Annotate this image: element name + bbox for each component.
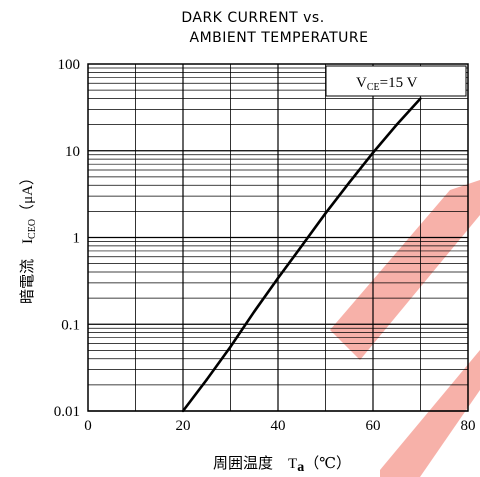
x-axis-label-main: 周囲温度 T [213, 455, 297, 472]
y-tick-label: 0.1 [61, 317, 80, 333]
watermark [330, 180, 480, 477]
plot-frame [87, 63, 469, 412]
data-point [348, 181, 351, 184]
x-axis-label-unit: （℃） [304, 455, 351, 472]
data-point [181, 409, 185, 413]
x-axis-label-sub: a [297, 460, 304, 475]
watermark-stripe [330, 180, 480, 360]
x-tick-label: 20 [176, 418, 191, 434]
data-point [253, 310, 256, 313]
y-tick-label: 0.01 [54, 404, 80, 420]
data-point [371, 151, 375, 154]
legend-sub: CE [367, 82, 380, 93]
series-line [181, 97, 422, 412]
legend: VCE=15 V [325, 65, 467, 97]
y-tick-label: 100 [58, 57, 81, 73]
data-point [300, 244, 303, 248]
y-tick-labels: 0.01 0.1 1 10 100 [54, 57, 80, 420]
x-axis-label: 周囲温度 Ta（℃） [213, 455, 351, 475]
data-point [205, 378, 208, 381]
x-tick-label: 80 [461, 418, 476, 434]
x-tick-label: 0 [84, 418, 92, 434]
x-tick-labels: 0 20 40 60 80 [84, 418, 475, 434]
x-tick-label: 60 [366, 418, 381, 434]
y-axis-label-sub: CEO [27, 219, 38, 239]
grid [88, 64, 468, 412]
watermark-stripe [380, 350, 480, 477]
data-point [229, 345, 232, 348]
legend-v: V [356, 75, 367, 91]
data-point [395, 123, 398, 126]
y-axis-label-unit: （μA） [19, 170, 36, 219]
legend-value: =15 V [380, 75, 418, 91]
data-point [276, 276, 280, 280]
y-tick-label: 10 [65, 144, 80, 160]
y-tick-label: 1 [73, 231, 81, 247]
data-point [419, 97, 422, 100]
x-tick-label: 40 [271, 418, 286, 434]
series-layer [181, 97, 422, 413]
data-point [324, 212, 327, 215]
chart-title-line2: AMBIENT TEMPERATURE [190, 30, 369, 46]
svg-text:VCE=15 V: VCE=15 V [356, 75, 418, 93]
y-axis-label: 暗電流 ICEO（μA） [19, 170, 38, 304]
y-axis-label-main: 暗電流 I [19, 239, 36, 304]
chart-title-line1: DARK CURRENT vs. [181, 10, 324, 26]
